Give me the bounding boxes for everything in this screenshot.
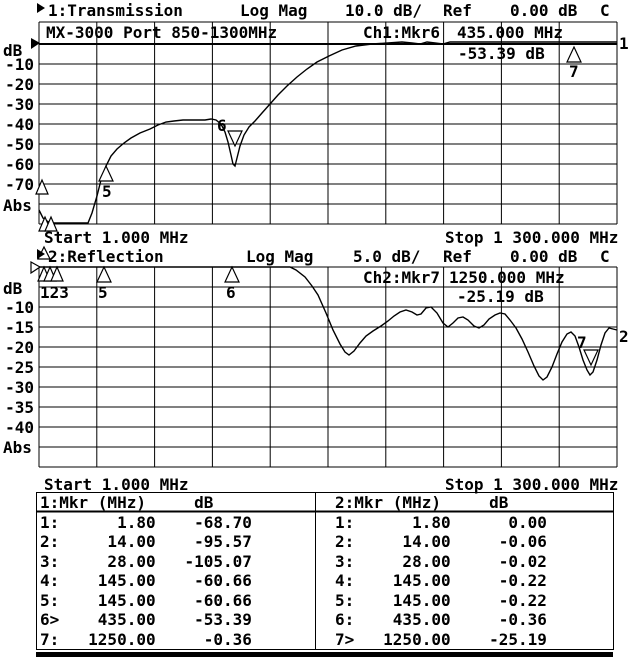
bottom-bar	[36, 652, 613, 657]
chart1-grid	[38, 21, 618, 225]
trace2-active-arrow-icon	[37, 249, 45, 259]
chart2-marker-freq: 1250.000 MHz	[449, 268, 565, 287]
chart1-stop-freq: Stop 1 300.000 MHz	[445, 228, 619, 247]
marker-table2-row: 6: 435.00 -0.36	[335, 610, 547, 629]
marker-table1-row: 3: 28.00 -105.07	[40, 552, 252, 571]
chart2-y-unit: dB	[3, 279, 23, 298]
chart1-trace-number: 1	[619, 34, 629, 53]
chart1-y-label: -10	[5, 55, 34, 74]
ch2-ref-value: 0.00 dB	[510, 247, 578, 266]
chart1-abs-label: Abs	[3, 196, 32, 215]
chart2-marker-value: -25.19 dB	[457, 287, 544, 306]
chart1-marker-freq: 435.000 MHz	[457, 23, 563, 42]
ch2-format: Log Mag	[246, 247, 314, 266]
chart1-annotation: MX-3000 Port 850-1300MHz	[46, 23, 278, 42]
chart2-ref-arrow-icon	[30, 260, 42, 275]
marker-table1-header: 1:Mkr (MHz) dB	[40, 493, 214, 512]
chart1-marker1-icon	[35, 178, 49, 195]
chart2-trace-number: 2	[619, 327, 629, 346]
chart1-y-label: -70	[5, 175, 34, 194]
chart2-y-label: -10	[5, 298, 34, 317]
marker-table2-row: 2: 14.00 -0.06	[335, 532, 547, 551]
chart2-marker7-active-icon	[583, 349, 599, 367]
marker-table1-row: 1: 1.80 -68.70	[40, 513, 252, 532]
chart1-marker6-label: 6	[217, 116, 227, 135]
chart1-trace	[38, 41, 617, 224]
marker-table2-row: 7> 1250.00 -25.19	[335, 630, 547, 649]
chart2-marker45-label: 5	[98, 283, 108, 302]
chart2-marker45-icon	[96, 265, 112, 283]
chart1-y-label: -30	[5, 95, 34, 114]
chart2-marker6-label: 6	[226, 283, 236, 302]
chart2-grid	[38, 266, 618, 468]
chart1-marker7-label: 7	[569, 62, 579, 81]
marker-table2-row: 4: 145.00 -0.22	[335, 571, 547, 590]
ch1-ref-value: 0.00 dB	[510, 1, 578, 20]
ch2-cal-status: C	[600, 247, 610, 266]
chart2-marker7-label: 7	[577, 333, 587, 352]
marker-table1-row: 4: 145.00 -60.66	[40, 571, 252, 590]
chart2-start-freq: Start 1.000 MHz	[44, 475, 189, 494]
chart1-y-label: -40	[5, 115, 34, 134]
chart2-y-label: -20	[5, 338, 34, 357]
marker-table2-header: 2:Mkr (MHz) dB	[335, 493, 509, 512]
chart1-marker45-label: 5	[102, 182, 112, 201]
marker-table-frame	[36, 492, 614, 650]
ch1-ref-label: Ref	[443, 1, 472, 20]
marker-table2-row: 5: 145.00 -0.22	[335, 591, 547, 610]
chart2-trace	[39, 266, 618, 381]
marker-table1-row: 5: 145.00 -60.66	[40, 591, 252, 610]
chart2-y-label: -15	[5, 318, 34, 337]
ch2-scale: 5.0 dB/	[353, 247, 421, 266]
chart1-marker-value: -53.39 dB	[458, 44, 545, 63]
marker-table2-row: 1: 1.80 0.00	[335, 513, 547, 532]
ch1-scale: 10.0 dB/	[345, 1, 423, 20]
chart2-marker-readout: Ch2:Mkr7	[363, 268, 441, 287]
chart2-marker123-label: 123	[40, 283, 69, 302]
chart1-marker6-active-icon	[227, 130, 243, 148]
chart2-y-label: -40	[5, 418, 34, 437]
chart1-marker45-icon	[98, 164, 114, 182]
chart2-marker3-icon	[50, 265, 64, 282]
chart1-marker-readout: Ch1:Mkr6	[363, 23, 441, 42]
chart2-y-label: -35	[5, 398, 34, 417]
chart1-marker7-icon	[566, 45, 582, 63]
chart1-y-unit: dB	[3, 41, 23, 60]
marker-table1-row: 6> 435.00 -53.39	[40, 610, 252, 629]
chart2-abs-label: Abs	[3, 438, 32, 457]
ch2-ref-label: Ref	[443, 247, 472, 266]
chart2-y-label: -30	[5, 378, 34, 397]
chart1-y-label: -20	[5, 75, 34, 94]
chart1-start-freq: Start 1.000 MHz	[44, 228, 189, 247]
chart2-stop-freq: Stop 1 300.000 MHz	[445, 475, 619, 494]
chart1-marker3-icon	[44, 215, 58, 232]
chart1-y-label: -50	[5, 135, 34, 154]
ch1-trace-title: 1:Transmission	[48, 1, 183, 20]
ch1-format: Log Mag	[240, 1, 308, 20]
marker-table1-row: 7: 1250.00 -0.36	[40, 630, 252, 649]
chart1-ref-arrow-icon	[31, 38, 40, 49]
trace1-active-arrow-icon	[37, 3, 45, 13]
marker-table2-row: 3: 28.00 -0.02	[335, 552, 547, 571]
chart1-y-label: -60	[5, 155, 34, 174]
marker-table1-row: 2: 14.00 -95.57	[40, 532, 252, 551]
ch2-trace-title: 2:Reflection	[48, 247, 164, 266]
chart2-marker6-icon	[224, 265, 240, 283]
chart2-y-label: -25	[5, 358, 34, 377]
ch1-cal-status: C	[600, 1, 610, 20]
